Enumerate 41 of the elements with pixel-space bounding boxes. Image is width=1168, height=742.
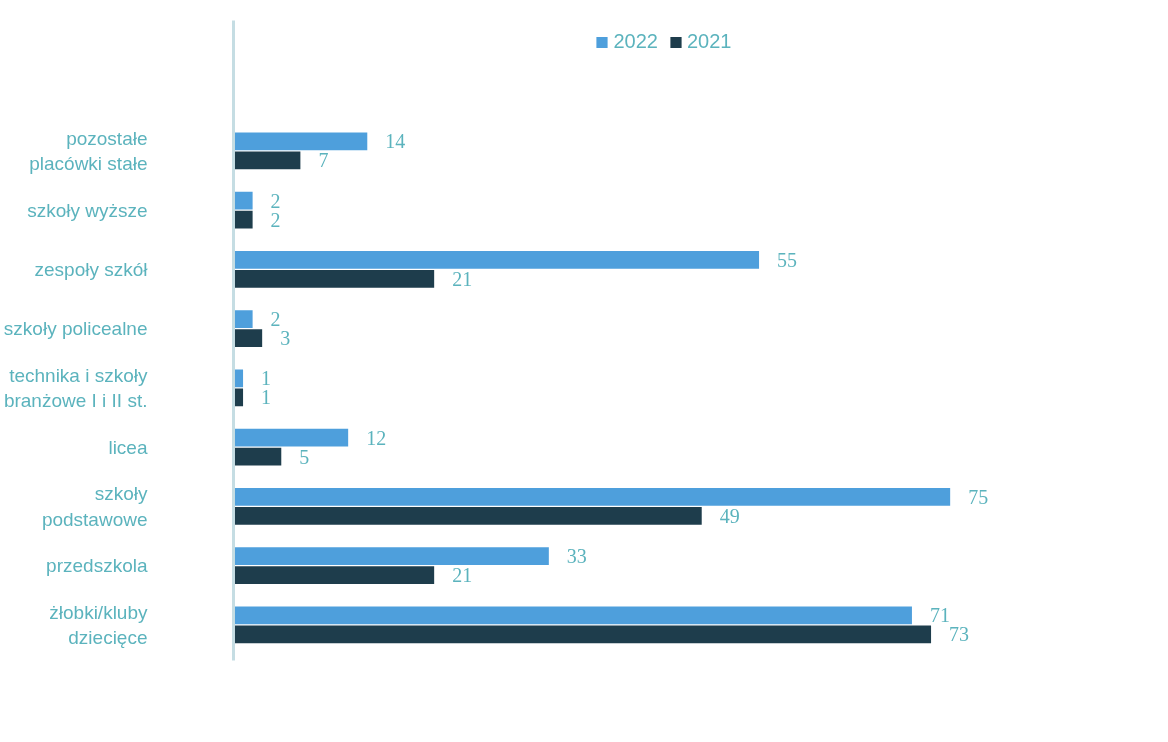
data-label: 21	[452, 564, 473, 587]
y-tick-label: licea	[108, 436, 148, 458]
bar	[233, 329, 263, 348]
bar	[233, 151, 301, 170]
bar	[233, 210, 253, 229]
data-label: 75	[968, 485, 989, 508]
y-tick-label: szkoły policealne	[3, 318, 148, 340]
bar	[233, 251, 760, 269]
data-label: 12	[366, 426, 387, 449]
y-tick-label: przedszkola	[46, 555, 148, 577]
data-label: 2	[270, 308, 281, 331]
data-label: 71	[929, 604, 950, 627]
legend-label: 2022	[613, 30, 658, 53]
y-tick-label: zespoły szkół	[34, 258, 149, 280]
bar	[233, 625, 932, 644]
bar	[233, 269, 435, 288]
bar	[233, 547, 549, 566]
data-label: 21	[452, 267, 473, 290]
data-label: 3	[280, 327, 291, 350]
data-label: 5	[299, 445, 310, 468]
data-label: 14	[385, 130, 406, 153]
y-tick-label: żłobki/kluby dziecięce	[49, 601, 148, 649]
bar	[233, 132, 368, 151]
bar	[233, 191, 253, 210]
bar	[233, 566, 435, 585]
data-label: 55	[777, 248, 798, 271]
bar	[233, 428, 349, 447]
bar	[233, 507, 702, 525]
y-tick-label: pozostałe placówki stałe	[29, 127, 148, 174]
bar	[233, 447, 282, 466]
y-tick-label: szkoły podstawowe	[41, 483, 148, 530]
data-label: 33	[566, 545, 587, 568]
y-tick-label: szkoły wyższe	[27, 199, 148, 221]
legend-label: 2021	[687, 30, 732, 53]
bar	[233, 310, 253, 329]
data-label: 73	[949, 623, 970, 646]
data-label: 7	[318, 149, 329, 172]
data-label: 49	[719, 504, 740, 527]
bar	[233, 606, 912, 625]
bar	[233, 488, 951, 506]
y-tick-label: technika i szkoły branżowe I i II st.	[3, 364, 148, 412]
